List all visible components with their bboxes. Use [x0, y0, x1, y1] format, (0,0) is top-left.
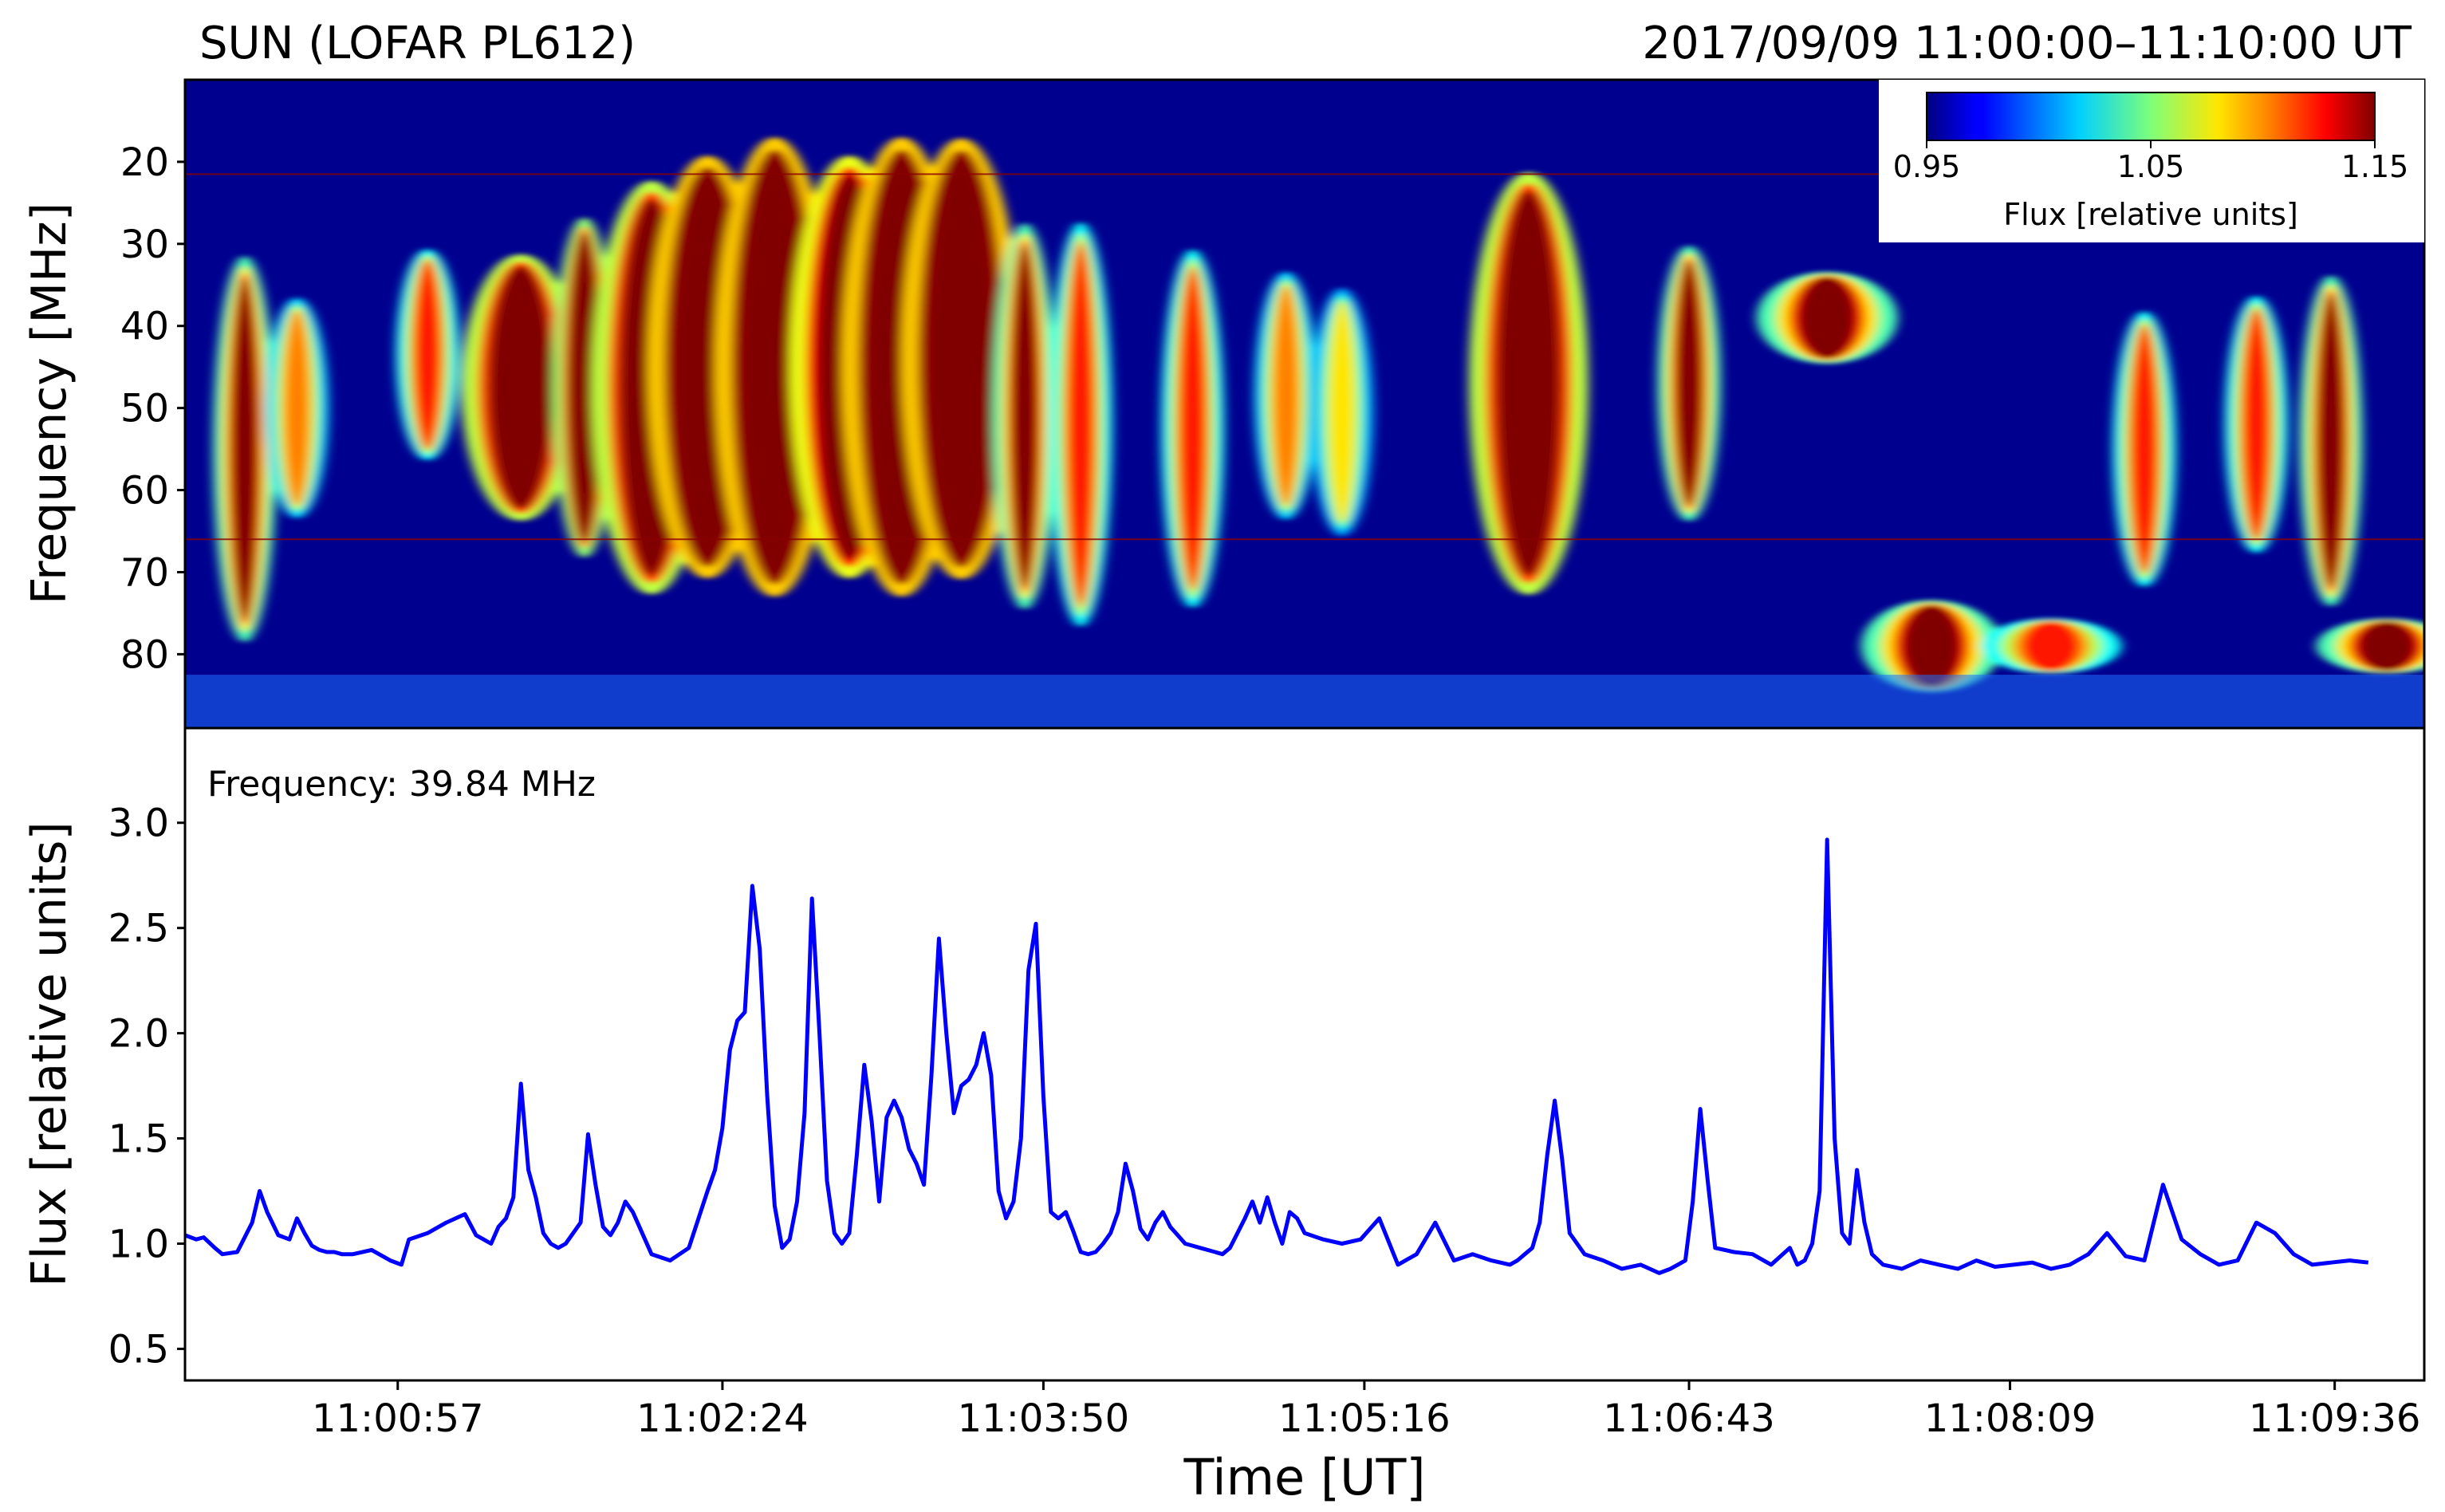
spectrogram-lowband [185, 675, 2424, 728]
y-tick-label: 3.0 [108, 801, 169, 846]
x-tick-label: 11:02:24 [636, 1396, 809, 1441]
colorbar-ticks: 0.95 1.05 1.15 [1893, 140, 2409, 184]
spectrogram-burst [2243, 310, 2270, 538]
spectrogram-burst [2317, 294, 2345, 588]
x-tick-label: 11:05:16 [1278, 1396, 1451, 1441]
spectrogram-burst [1798, 277, 1856, 359]
frequency-annotation: Frequency: 39.84 MHz [207, 764, 596, 805]
spectrogram-burst [683, 179, 732, 554]
y-tick-label: 2.5 [108, 907, 169, 951]
spectrogram-burst [2131, 327, 2158, 571]
lightcurve-y-axis-label: Flux [relative units] [22, 821, 77, 1287]
spectrogram-burst [1504, 196, 1553, 571]
spectrogram-burst [2022, 621, 2080, 671]
y-tick-label: 30 [120, 222, 169, 267]
spectrogram-burst [1329, 302, 1356, 522]
spectrogram-burst [750, 163, 800, 570]
spectrogram-burst [1011, 245, 1038, 587]
y-tick-label: 40 [120, 305, 169, 349]
spectrogram-burst [1903, 605, 1961, 687]
spectrogram-y-axis: 20 30 40 50 60 70 80 [120, 140, 185, 677]
spectrogram-burst [1179, 270, 1206, 588]
x-tick-label: 11:00:57 [312, 1396, 484, 1441]
colorbar-legend: 0.95 1.05 1.15 Flux [relative units] [1879, 80, 2424, 242]
spectrogram-panel: 20 30 40 50 60 70 80 Frequency [MHz] [22, 78, 2426, 730]
x-axis-label: Time [UT] [1183, 1448, 1425, 1506]
observation-date-range: 2017/09/09 11:00:00–11:10:00 UT [1642, 18, 2412, 69]
y-tick-label: 60 [120, 469, 169, 514]
y-tick-label: 1.0 [108, 1222, 169, 1266]
spectrogram-burst [936, 163, 986, 554]
y-tick-label: 80 [120, 632, 169, 677]
lightcurve-panel: Frequency: 39.84 MHz 0.51.01.52.02.53.0 … [22, 726, 2426, 1506]
spectrogram-content [185, 137, 2424, 728]
x-tick-label: 11:08:09 [1924, 1396, 2097, 1441]
y-tick-label: 1.5 [108, 1117, 169, 1162]
lightcurve-frame [183, 726, 2426, 1382]
colorbar-tick-label: 1.05 [2117, 149, 2185, 184]
colorbar-tick-label: 1.15 [2341, 149, 2409, 184]
spectrogram-y-axis-label: Frequency [MHz] [22, 203, 77, 604]
lightcurve-background [185, 728, 2424, 1380]
y-tick-label: 0.5 [108, 1327, 169, 1372]
spectrogram-burst [231, 278, 258, 620]
y-tick-label: 20 [120, 140, 169, 185]
lightcurve-content [184, 837, 2369, 1275]
colorbar-label: Flux [relative units] [2003, 197, 2298, 232]
spectrogram-burst [571, 237, 597, 538]
x-tick-label: 11:09:36 [2249, 1396, 2421, 1441]
spectrogram-burst [496, 270, 545, 506]
x-tick-label: 11:06:43 [1603, 1396, 1775, 1441]
chart-title: SUN (LOFAR PL612) [199, 18, 636, 69]
x-tick-label: 11:03:50 [958, 1396, 1130, 1441]
colorbar-tick-label: 0.95 [1893, 149, 1961, 184]
lightcurve-x-axis: 11:00:57 11:02:24 11:03:50 11:05:16 11:06:43… [312, 1380, 2420, 1441]
colorbar [1926, 92, 2376, 141]
lightcurve-y-axis: 0.5 1.0 1.5 2.0 2.5 3.0 [108, 801, 185, 1372]
y-tick-label: 50 [120, 387, 169, 431]
spectrogram-burst [1068, 246, 1094, 604]
y-tick-label: 2.0 [108, 1012, 169, 1057]
spectrogram-burst [1675, 261, 1703, 506]
spectrogram-burst [2358, 621, 2416, 671]
y-tick-label: 70 [120, 550, 169, 595]
spectrogram-burst [284, 310, 310, 506]
spectrogram-burst [1273, 285, 1299, 506]
flux-line [184, 837, 2369, 1275]
spectrogram-burst [415, 261, 441, 448]
